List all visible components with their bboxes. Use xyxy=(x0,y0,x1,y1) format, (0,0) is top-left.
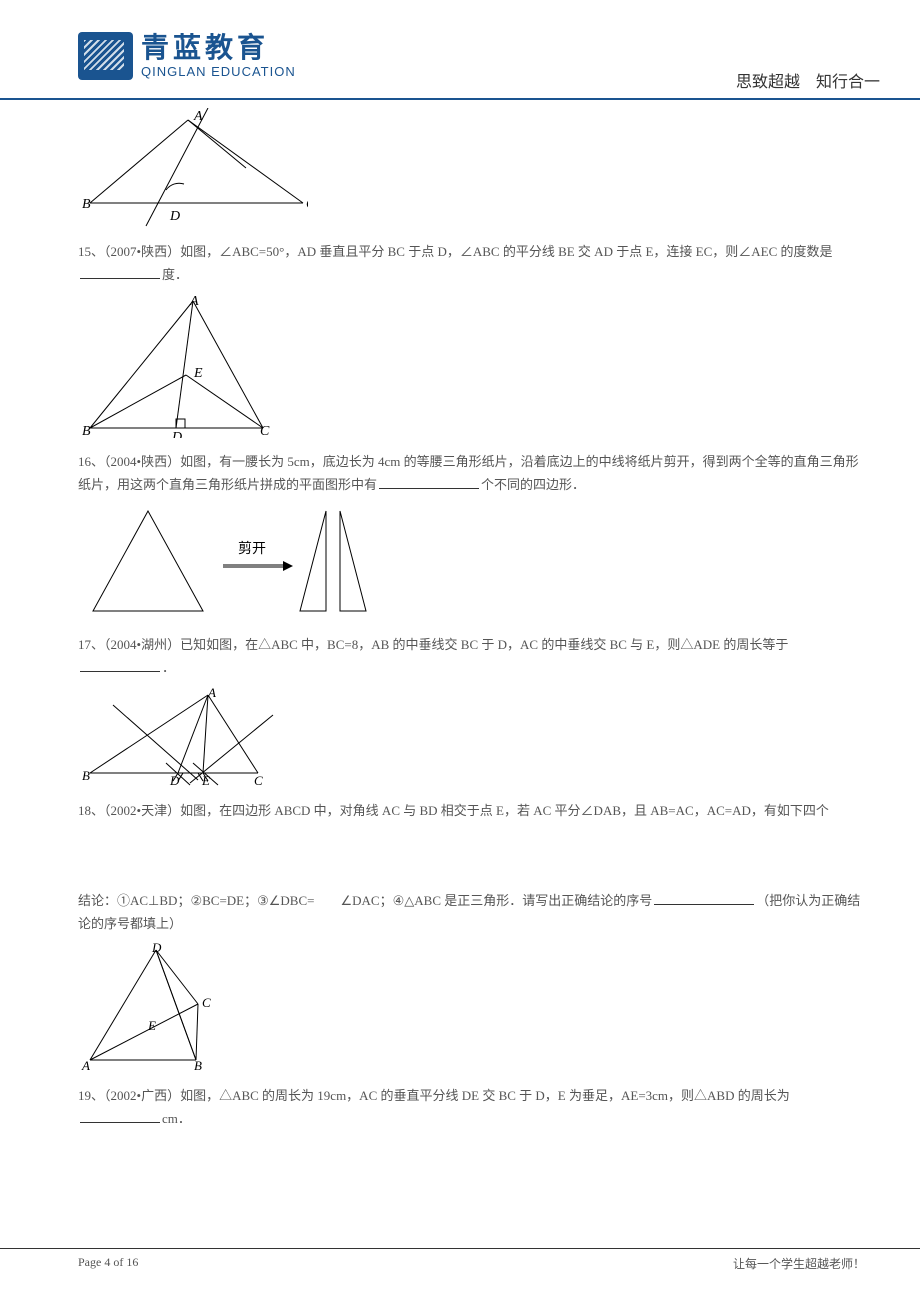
problem-15-body: （2007•陕西）如图，∠ABC=50°，AD 垂直且平分 BC 于点 D，∠A… xyxy=(104,244,833,259)
blank-19 xyxy=(80,1109,160,1123)
svg-text:B: B xyxy=(82,197,91,212)
problem-18-body3: ∠DAC；④△ABC 是正三角形．请写出正确结论的序号 xyxy=(341,893,653,908)
problem-17: 17、（2004•湖州）已知如图，在△ABC 中，BC=8，AB 的中垂线交 B… xyxy=(78,633,865,680)
cut-label: 剪开 xyxy=(238,541,266,557)
problem-15: 15、（2007•陕西）如图，∠ABC=50°，AD 垂直且平分 BC 于点 D… xyxy=(78,240,865,287)
page-footer: Page 4 of 16 让每一个学生超越老师！ xyxy=(0,1248,920,1272)
logo-icon xyxy=(78,32,133,80)
problem-16-text: 16、（2004•陕西）如图，有一腰长为 5cm，底边长为 4cm 的等腰三角形… xyxy=(78,454,859,492)
problem-19-suffix: cm． xyxy=(162,1111,191,1126)
page-header: 青蓝教育 QINGLAN EDUCATION 思致超越 知行合一 xyxy=(0,0,920,100)
footer-slogan: 让每一个学生超越老师！ xyxy=(733,1255,865,1272)
problem-16: 16、（2004•陕西）如图，有一腰长为 5cm，底边长为 4cm 的等腰三角形… xyxy=(78,450,865,497)
problem-16-suffix: 个不同的四边形． xyxy=(481,477,585,492)
problem-19-num: 19、 xyxy=(78,1088,104,1103)
problem-19-body: （2002•广西）如图，△ABC 的周长为 19cm，AC 的垂直平分线 DE … xyxy=(104,1088,790,1103)
problem-16-num: 16、 xyxy=(78,454,104,469)
svg-text:D: D xyxy=(171,430,182,438)
svg-text:A: A xyxy=(193,109,203,124)
figure-15: A B C D E xyxy=(78,293,865,442)
page-content: B D C A 15、（2007•陕西）如图，∠ABC=50°，AD 垂直且平分… xyxy=(0,108,920,1130)
problem-18b: 结论：①AC⊥BD；②BC=DE；③∠DBC= ∠DAC；④△ABC 是正三角形… xyxy=(78,889,865,936)
logo-block: 青蓝教育 QINGLAN EDUCATION xyxy=(78,32,296,80)
header-motto: 思致超越 知行合一 xyxy=(736,68,880,92)
problem-17-num: 17、 xyxy=(78,637,104,652)
figure-18: D A B C E xyxy=(78,942,865,1076)
blank-18 xyxy=(654,891,754,905)
problem-19: 19、（2002•广西）如图，△ABC 的周长为 19cm，AC 的垂直平分线 … xyxy=(78,1084,865,1131)
svg-text:A: A xyxy=(207,685,216,700)
svg-text:B: B xyxy=(82,424,91,438)
logo-english: QINGLAN EDUCATION xyxy=(141,64,296,79)
problem-15-num: 15、 xyxy=(78,244,104,259)
svg-text:E: E xyxy=(193,366,203,381)
svg-text:C: C xyxy=(254,773,263,787)
problem-18-num: 18、 xyxy=(78,803,104,818)
logo-text: 青蓝教育 QINGLAN EDUCATION xyxy=(141,34,296,79)
problem-18-body2: 结论：①AC⊥BD；②BC=DE；③∠DBC= xyxy=(78,893,314,908)
figure-17-svg: A B C D E xyxy=(78,685,278,787)
problem-15-suffix: 度． xyxy=(162,267,188,282)
svg-text:B: B xyxy=(82,768,90,783)
figure-14-svg: B D C A xyxy=(78,108,308,228)
svg-text:C: C xyxy=(260,424,270,438)
problem-15-text: 15、（2007•陕西）如图，∠ABC=50°，AD 垂直且平分 BC 于点 D… xyxy=(78,244,833,282)
svg-text:D: D xyxy=(169,209,180,224)
svg-text:A: A xyxy=(189,294,199,309)
blank-16 xyxy=(379,475,479,489)
problem-19-text: 19、（2002•广西）如图，△ABC 的周长为 19cm，AC 的垂直平分线 … xyxy=(78,1088,790,1126)
problem-18-gap xyxy=(78,829,865,889)
figure-14: B D C A xyxy=(78,108,865,232)
figure-16: 剪开 xyxy=(78,503,865,625)
figure-18-svg: D A B C E xyxy=(78,942,228,1072)
figure-16-svg: 剪开 xyxy=(78,503,393,621)
svg-text:D: D xyxy=(151,942,162,955)
problem-18-body1: （2002•天津）如图，在四边形 ABCD 中，对角线 AC 与 BD 相交于点… xyxy=(104,803,829,818)
problem-18: 18、（2002•天津）如图，在四边形 ABCD 中，对角线 AC 与 BD 相… xyxy=(78,799,865,822)
blank-15 xyxy=(80,265,160,279)
svg-text:C: C xyxy=(306,197,308,212)
svg-text:C: C xyxy=(202,995,211,1010)
page-number: Page 4 of 16 xyxy=(78,1255,138,1272)
logo-chinese: 青蓝教育 xyxy=(141,34,296,62)
figure-17: A B C D E xyxy=(78,685,865,791)
blank-17 xyxy=(80,658,160,672)
svg-text:E: E xyxy=(147,1018,156,1033)
problem-18b-text: 结论：①AC⊥BD；②BC=DE；③∠DBC= ∠DAC；④△ABC 是正三角形… xyxy=(78,893,860,931)
figure-15-svg: A B C D E xyxy=(78,293,273,438)
problem-17-text: 17、（2004•湖州）已知如图，在△ABC 中，BC=8，AB 的中垂线交 B… xyxy=(78,637,788,675)
problem-18-text: 18、（2002•天津）如图，在四边形 ABCD 中，对角线 AC 与 BD 相… xyxy=(78,803,829,818)
svg-text:B: B xyxy=(194,1058,202,1072)
problem-17-body: （2004•湖州）已知如图，在△ABC 中，BC=8，AB 的中垂线交 BC 于… xyxy=(104,637,788,652)
problem-17-suffix: ． xyxy=(162,660,175,675)
svg-text:A: A xyxy=(81,1058,90,1072)
